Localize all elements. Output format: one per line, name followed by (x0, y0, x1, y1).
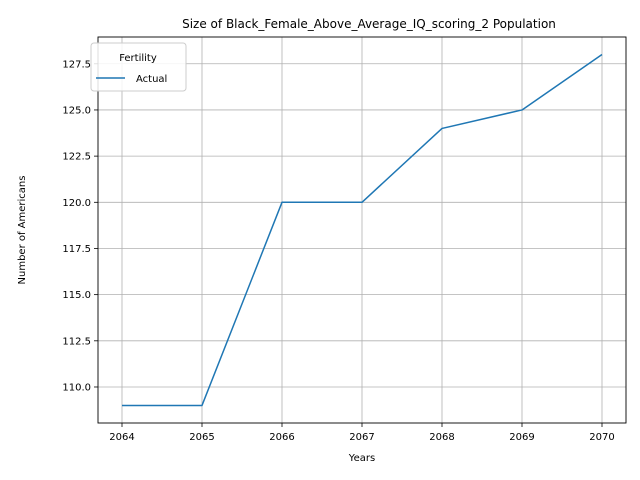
series-layer (122, 53, 603, 407)
y-tick-label: 120.0 (62, 198, 91, 209)
chart-title: Size of Black_Female_Above_Average_IQ_sc… (182, 17, 556, 31)
x-tick-label: 2067 (349, 432, 374, 443)
y-axis: 110.0 112.5 115.0 117.5 120.0 122.5 125.0 127.5 (62, 59, 98, 393)
grid-lines (98, 37, 626, 423)
y-tick-label: 117.5 (62, 244, 91, 255)
y-tick-label: 110.0 (62, 382, 91, 393)
x-tick-label: 2064 (109, 432, 134, 443)
legend-entry-actual: Actual (136, 74, 167, 85)
y-axis-label: Number of Americans (17, 176, 28, 285)
y-tick-label: 112.5 (62, 336, 91, 347)
y-tick-label: 127.5 (62, 59, 91, 70)
legend-box (90, 42, 187, 92)
x-tick-label: 2068 (429, 432, 454, 443)
y-tick-label: 125.0 (62, 105, 91, 116)
x-tick-label: 2070 (589, 432, 614, 443)
x-axis: 2064 2065 2066 2067 2068 2069 2070 (109, 423, 615, 443)
x-tick-label: 2065 (189, 432, 214, 443)
legend-title: Fertility (119, 53, 157, 64)
x-axis-label: Years (348, 453, 375, 464)
y-tick-label: 122.5 (62, 152, 91, 163)
y-tick-label: 115.0 (62, 290, 91, 301)
x-tick-label: 2069 (509, 432, 534, 443)
legend: Fertility Actual (90, 42, 187, 92)
series-line-actual (122, 53, 603, 407)
x-tick-label: 2066 (269, 432, 294, 443)
